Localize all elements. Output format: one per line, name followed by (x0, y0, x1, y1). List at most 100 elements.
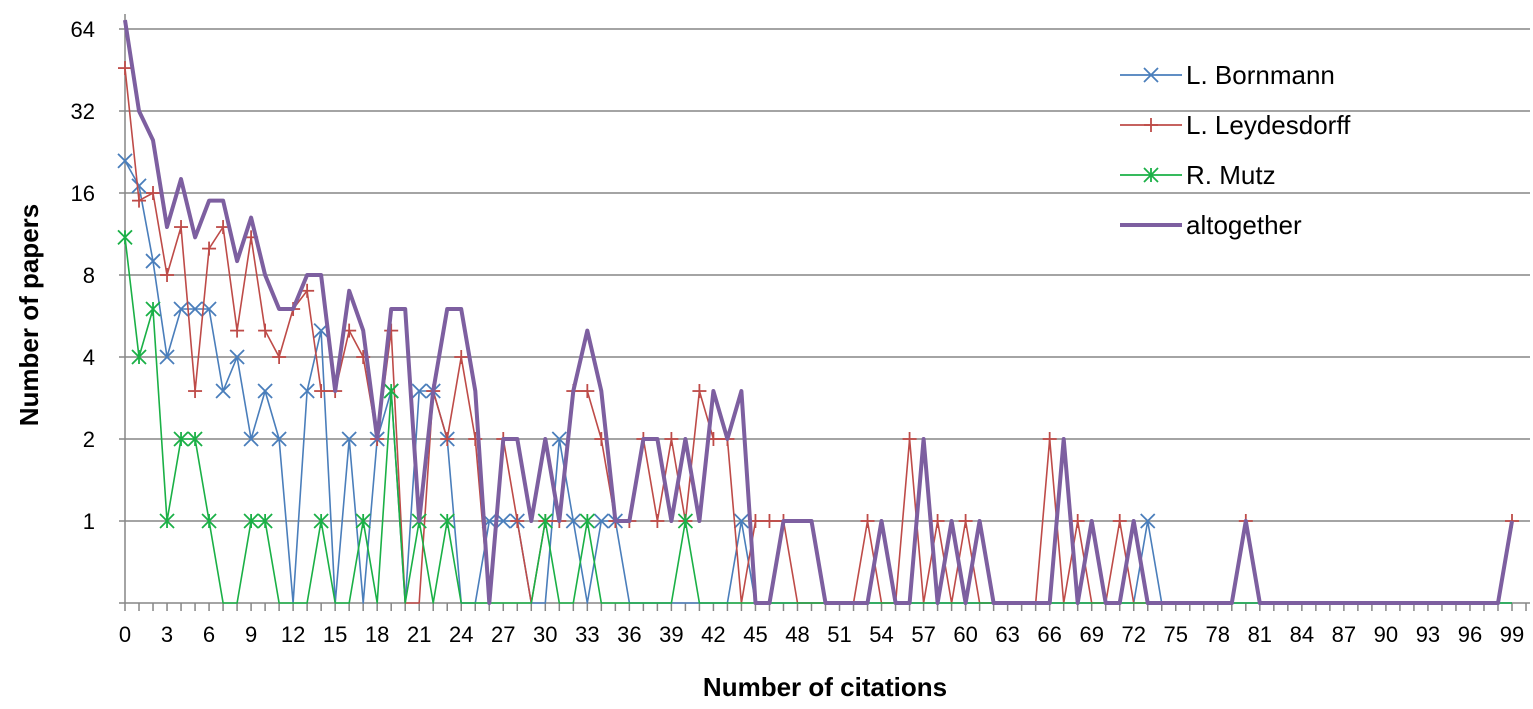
data-point (860, 514, 875, 528)
data-point (551, 431, 567, 447)
data-point (1140, 513, 1156, 529)
y-axis-title: Number of papers (14, 204, 44, 427)
series-line-3 (123, 19, 1514, 605)
x-tick-label: 96 (1458, 622, 1482, 647)
data-point (664, 432, 679, 446)
data-point (230, 323, 245, 338)
legend-label: L. Bornmann (1186, 60, 1335, 90)
x-tick-label: 6 (203, 622, 215, 647)
legend-label: R. Mutz (1186, 160, 1276, 190)
data-point (314, 384, 329, 399)
y-tick-label: 8 (83, 263, 95, 288)
data-point (188, 384, 203, 399)
x-tick-label: 33 (575, 622, 599, 647)
data-point (229, 349, 245, 365)
data-point (510, 514, 525, 528)
data-point (173, 431, 189, 447)
data-point (411, 383, 427, 399)
legend-label: L. Leydesdorff (1186, 110, 1351, 140)
data-point (580, 384, 595, 399)
x-tick-label: 99 (1500, 622, 1524, 647)
data-point (650, 514, 665, 528)
data-point (160, 268, 175, 282)
y-tick-label: 4 (83, 345, 95, 370)
data-point (117, 229, 133, 245)
x-tick-label: 15 (323, 622, 347, 647)
x-tick-label: 24 (449, 622, 473, 647)
data-point (187, 431, 203, 447)
data-point (902, 432, 917, 446)
x-tick-label: 21 (407, 622, 431, 647)
data-point (1112, 514, 1127, 528)
data-point (117, 153, 133, 169)
x-tick-label: 36 (617, 622, 641, 647)
data-point (579, 513, 595, 529)
series-layer (117, 19, 1519, 605)
x-tick-label: 9 (245, 622, 257, 647)
x-tick-label: 90 (1374, 622, 1398, 647)
y-tick-label: 16 (71, 181, 95, 206)
data-point (692, 384, 707, 399)
data-point (131, 349, 147, 365)
legend-marker (1144, 118, 1158, 132)
data-point (174, 220, 189, 235)
x-tick-label: 48 (785, 622, 809, 647)
data-point (958, 514, 973, 528)
data-point (1070, 514, 1085, 528)
data-point (145, 253, 161, 269)
x-tick-label: 57 (911, 622, 935, 647)
data-point (131, 178, 147, 194)
data-point (173, 301, 189, 317)
y-tick-label: 2 (83, 427, 95, 452)
data-point (440, 432, 455, 446)
data-point (132, 193, 147, 208)
data-point (677, 513, 694, 529)
x-tick-label: 45 (743, 622, 767, 647)
data-point (341, 431, 357, 447)
data-point (537, 513, 553, 529)
x-axis-ticks: 0 3 6 9 12 15 18 21 24 27 30 33 36 39 42 45 48 51 54 57 60 63… (119, 603, 1527, 647)
data-point (383, 383, 399, 399)
x-tick-label: 60 (953, 622, 977, 647)
data-point (565, 513, 581, 529)
x-tick-label: 3 (161, 622, 173, 647)
legend-label: altogether (1186, 210, 1302, 240)
data-point (159, 513, 175, 529)
y-axis-ticks: 1 2 4 8 16 32 64 (71, 17, 95, 534)
data-point (313, 513, 329, 529)
y-tick-label: 1 (83, 509, 95, 534)
legend-marker (1143, 67, 1159, 83)
x-tick-label: 18 (365, 622, 389, 647)
data-point (454, 350, 469, 364)
x-tick-label: 93 (1416, 622, 1440, 647)
x-tick-label: 66 (1037, 622, 1061, 647)
data-point (439, 513, 455, 529)
data-point (762, 514, 777, 528)
x-tick-label: 12 (281, 622, 305, 647)
series-line-1 (124, 68, 1513, 604)
x-tick-label: 63 (995, 622, 1019, 647)
x-tick-label: 42 (701, 622, 725, 647)
x-tick-label: 84 (1290, 622, 1314, 647)
x-tick-label: 0 (119, 622, 131, 647)
data-point (930, 514, 945, 528)
x-tick-label: 78 (1206, 622, 1230, 647)
data-point (257, 513, 273, 529)
data-point (145, 301, 161, 317)
data-point (271, 431, 287, 447)
data-point (257, 383, 273, 399)
data-point (187, 301, 203, 317)
data-point (593, 513, 609, 529)
data-point (215, 383, 231, 399)
legend-marker (1143, 167, 1159, 183)
data-point (146, 186, 161, 200)
data-point (243, 513, 259, 529)
data-point (1042, 432, 1057, 446)
data-point (733, 513, 750, 529)
data-point (272, 350, 287, 364)
x-tick-label: 72 (1121, 622, 1145, 647)
x-tick-label: 87 (1332, 622, 1356, 647)
x-tick-label: 51 (827, 622, 851, 647)
data-point (118, 61, 132, 76)
